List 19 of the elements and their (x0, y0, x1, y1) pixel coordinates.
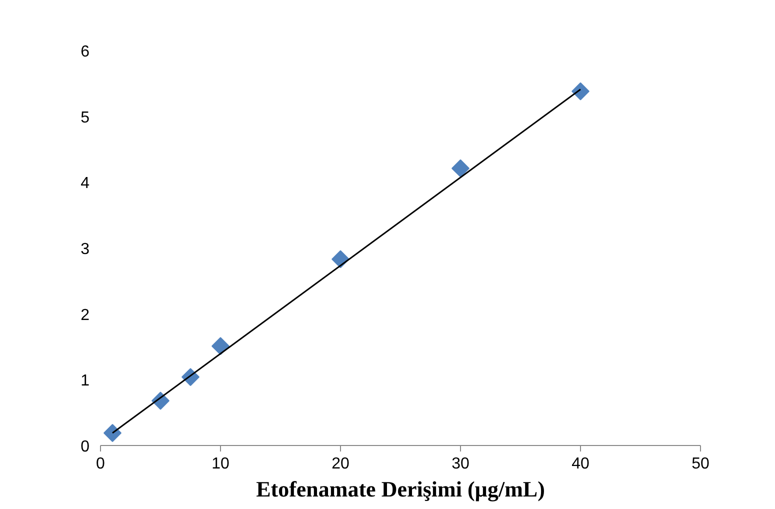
x-tick-label: 30 (452, 456, 470, 472)
y-tick-label: 4 (80, 175, 90, 192)
point (212, 337, 230, 356)
x-tick-label: 0 (96, 456, 106, 472)
x-tick-label: 20 (332, 456, 350, 472)
point (572, 82, 590, 100)
point (332, 250, 350, 268)
point (104, 424, 122, 442)
x-tick-label: 50 (692, 456, 710, 472)
point (452, 159, 470, 178)
y-tick-label: 3 (80, 241, 90, 258)
y-tick-label: 0 (80, 438, 90, 456)
y-tick-label: 6 (80, 44, 90, 60)
x-tick-label: 40 (572, 456, 590, 472)
y-tick-label: 2 (80, 306, 90, 324)
y-tick-label: 1 (80, 372, 90, 390)
x-axis-title: Etofenamate Derişimi (µg/mL) (256, 476, 545, 502)
x-tick-label: 10 (212, 456, 230, 472)
y-tick-label: 5 (80, 109, 90, 126)
